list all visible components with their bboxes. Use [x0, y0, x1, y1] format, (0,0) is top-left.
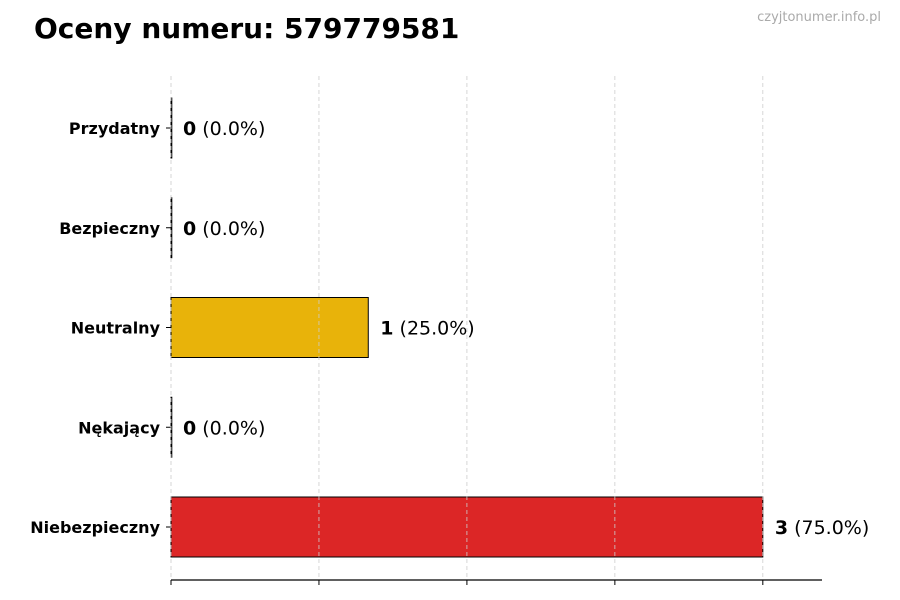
data-label-percent: (0.0%) — [196, 118, 265, 140]
data-label-percent: (0.0%) — [196, 417, 265, 439]
category-label: Niebezpieczny — [30, 518, 160, 537]
chart-title: Oceny numeru: 579779581 — [34, 12, 460, 45]
data-label-percent: (25.0%) — [394, 318, 475, 340]
category-label: Neutralny — [71, 319, 161, 338]
data-label: 0 (0.0%) — [183, 417, 265, 439]
data-label-count: 0 — [183, 218, 196, 240]
category-label: Przydatny — [69, 119, 161, 138]
data-label-percent: (75.0%) — [788, 517, 869, 539]
bar-1 — [170, 197, 173, 259]
category-label: Bezpieczny — [59, 219, 160, 238]
category-label: Nękający — [78, 418, 160, 437]
data-label: 3 (75.0%) — [775, 517, 869, 539]
data-label-count: 0 — [183, 118, 196, 140]
data-label-count: 0 — [183, 417, 196, 439]
data-label: 0 (0.0%) — [183, 118, 265, 140]
bar-2 — [170, 297, 369, 358]
data-label: 1 (25.0%) — [380, 318, 474, 340]
watermark: czyjtonumer.info.pl — [757, 10, 881, 25]
data-label-percent: (0.0%) — [196, 218, 265, 240]
data-label: 0 (0.0%) — [183, 218, 265, 240]
data-label-count: 3 — [775, 517, 788, 539]
data-label-count: 1 — [380, 318, 393, 340]
